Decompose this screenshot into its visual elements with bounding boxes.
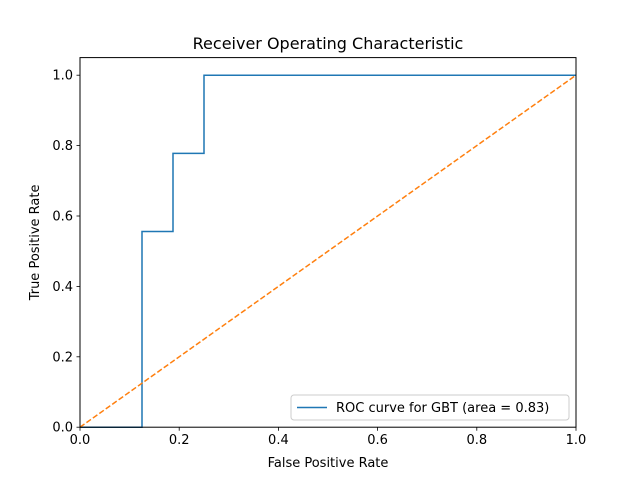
plot-area xyxy=(80,57,576,428)
plot-frame xyxy=(79,57,577,428)
x-tick-label: 0.8 xyxy=(466,433,487,448)
x-tick-label: 0.0 xyxy=(70,433,91,448)
legend-label-roc: ROC curve for GBT (area = 0.83) xyxy=(336,401,549,416)
legend: ROC curve for GBT (area = 0.83) xyxy=(290,394,570,421)
x-axis-ticks: 0.0 0.2 0.4 0.6 0.8 1.0 xyxy=(70,427,587,448)
chart-title: Receiver Operating Characteristic xyxy=(193,34,464,53)
y-axis-ticks: 0.0 0.2 0.4 0.6 0.8 1.0 xyxy=(52,69,80,436)
y-tick-label: 0.2 xyxy=(52,350,73,365)
series-layer xyxy=(79,74,577,428)
y-tick-label: 0.8 xyxy=(52,139,73,154)
y-axis-label: True Positive Rate xyxy=(28,184,43,301)
x-tick-label: 0.4 xyxy=(268,433,289,448)
x-tick-label: 0.6 xyxy=(367,433,388,448)
y-tick-label: 0.0 xyxy=(52,421,73,436)
x-tick-label: 0.2 xyxy=(169,433,190,448)
chance-diagonal-line xyxy=(79,74,577,428)
roc-curve-line xyxy=(80,74,576,428)
y-tick-label: 0.6 xyxy=(52,210,73,225)
y-tick-label: 0.4 xyxy=(52,280,73,295)
x-tick-label: 1.0 xyxy=(566,433,587,448)
x-axis-label: False Positive Rate xyxy=(268,456,389,471)
legend-box xyxy=(290,394,570,421)
y-tick-label: 1.0 xyxy=(52,69,73,84)
